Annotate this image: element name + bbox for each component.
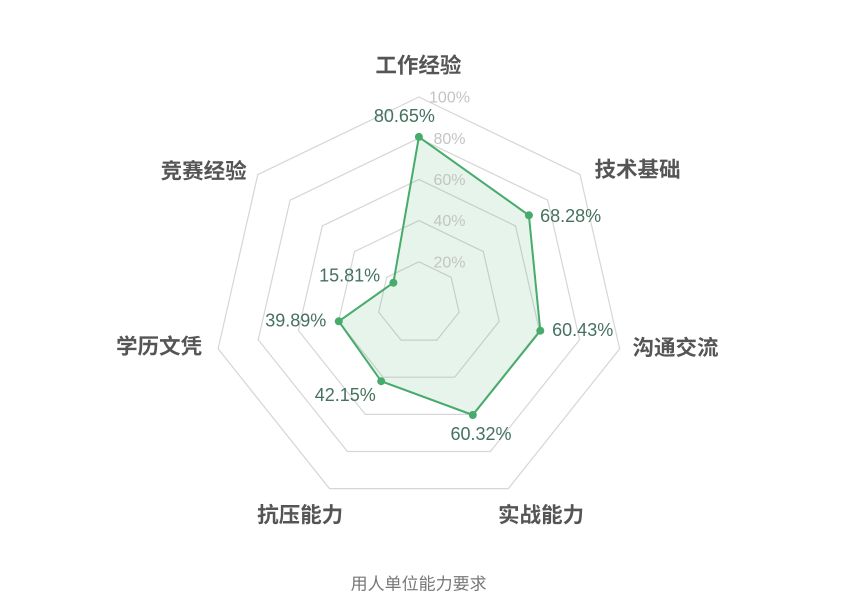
svg-text:60.43%: 60.43%	[552, 320, 613, 340]
svg-text:60%: 60%	[433, 172, 465, 189]
svg-text:40%: 40%	[433, 213, 465, 230]
svg-text:42.15%: 42.15%	[315, 385, 376, 405]
svg-text:100%: 100%	[429, 90, 470, 107]
svg-text:80%: 80%	[433, 131, 465, 148]
svg-text:80.65%: 80.65%	[374, 106, 435, 126]
svg-text:60.32%: 60.32%	[450, 424, 511, 444]
svg-text:15.81%: 15.81%	[319, 266, 380, 286]
svg-text:20%: 20%	[433, 254, 465, 271]
svg-text:39.89%: 39.89%	[265, 310, 326, 330]
svg-text:68.28%: 68.28%	[540, 206, 601, 226]
